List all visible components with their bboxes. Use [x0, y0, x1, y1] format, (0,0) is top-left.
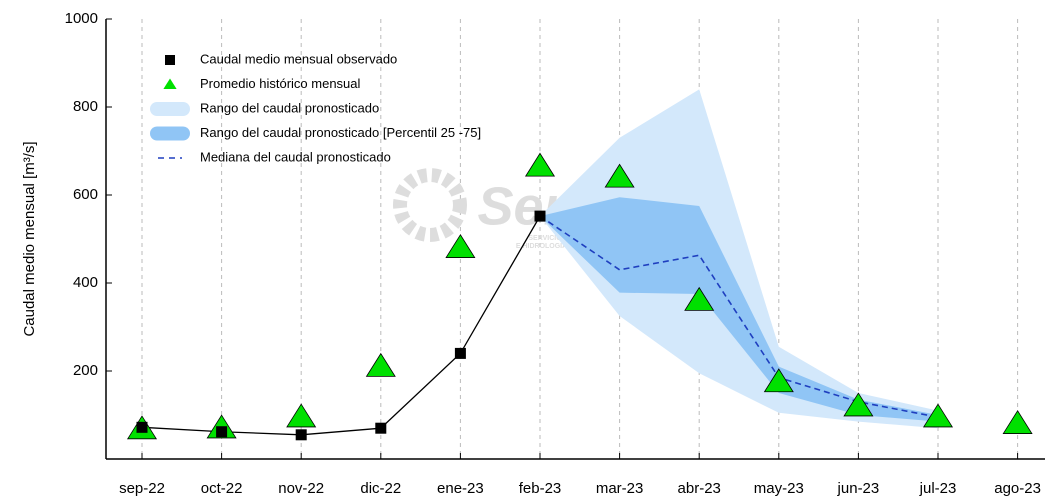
x-tick-label: jun-23: [837, 480, 880, 497]
x-tick-label: ago-23: [994, 480, 1041, 497]
y-axis-label: Caudal medio mensual [m³/s]: [21, 141, 38, 336]
x-tick-label: may-23: [754, 480, 804, 497]
watermark-logo: [393, 168, 467, 242]
legend-swatch: [150, 126, 190, 141]
x-tick-label: oct-22: [201, 480, 243, 497]
legend-label: Promedio histórico mensual: [200, 76, 361, 91]
x-tick-label: jul-23: [919, 480, 957, 497]
square-marker: [295, 429, 307, 441]
square-marker: [136, 421, 148, 433]
legend-label: Rango del caudal pronosticado: [200, 100, 379, 115]
square-marker: [534, 210, 546, 222]
legend-label: Caudal medio mensual observado: [200, 51, 397, 66]
x-tick-label: nov-22: [278, 480, 324, 497]
square-marker: [216, 426, 228, 438]
triangle-marker: [524, 152, 556, 177]
y-tick-label: 1000: [65, 10, 98, 27]
line: [539, 215, 939, 418]
x-tick-label: abr-23: [678, 480, 721, 497]
legend-label: Mediana del caudal pronosticado: [200, 149, 391, 164]
x-tick-label: feb-23: [519, 480, 562, 497]
y-tick-label: 800: [73, 98, 98, 115]
band: [540, 197, 938, 422]
x-tick-label: ene-23: [437, 480, 484, 497]
x-tick-label: mar-23: [596, 480, 644, 497]
triangle-marker: [286, 403, 317, 428]
square-marker: [375, 422, 387, 434]
triangle-marker: [922, 403, 954, 428]
watermark: E HIDROLOGIA DEL PERU: [516, 243, 604, 250]
legend-swatch: [150, 102, 190, 116]
triangle-marker: [1002, 410, 1033, 434]
legend-swatch: [163, 78, 177, 89]
y-tick-label: 200: [73, 362, 98, 379]
band: [540, 89, 938, 429]
line: [141, 215, 541, 436]
triangle-marker: [684, 286, 715, 311]
x-tick-label: sep-22: [119, 480, 165, 497]
triangle-marker: [843, 392, 874, 417]
x-tick-label: dic-22: [360, 480, 401, 497]
y-tick-label: 400: [73, 274, 98, 291]
square-marker: [454, 347, 466, 359]
triangle-marker: [763, 368, 794, 393]
legend-label: Rango del caudal pronosticado [Percentil…: [200, 125, 481, 140]
triangle-marker: [445, 234, 476, 258]
triangle-marker: [604, 163, 635, 188]
legend-swatch: [165, 55, 175, 65]
y-tick-label: 600: [73, 186, 98, 203]
triangle-marker: [365, 352, 396, 377]
